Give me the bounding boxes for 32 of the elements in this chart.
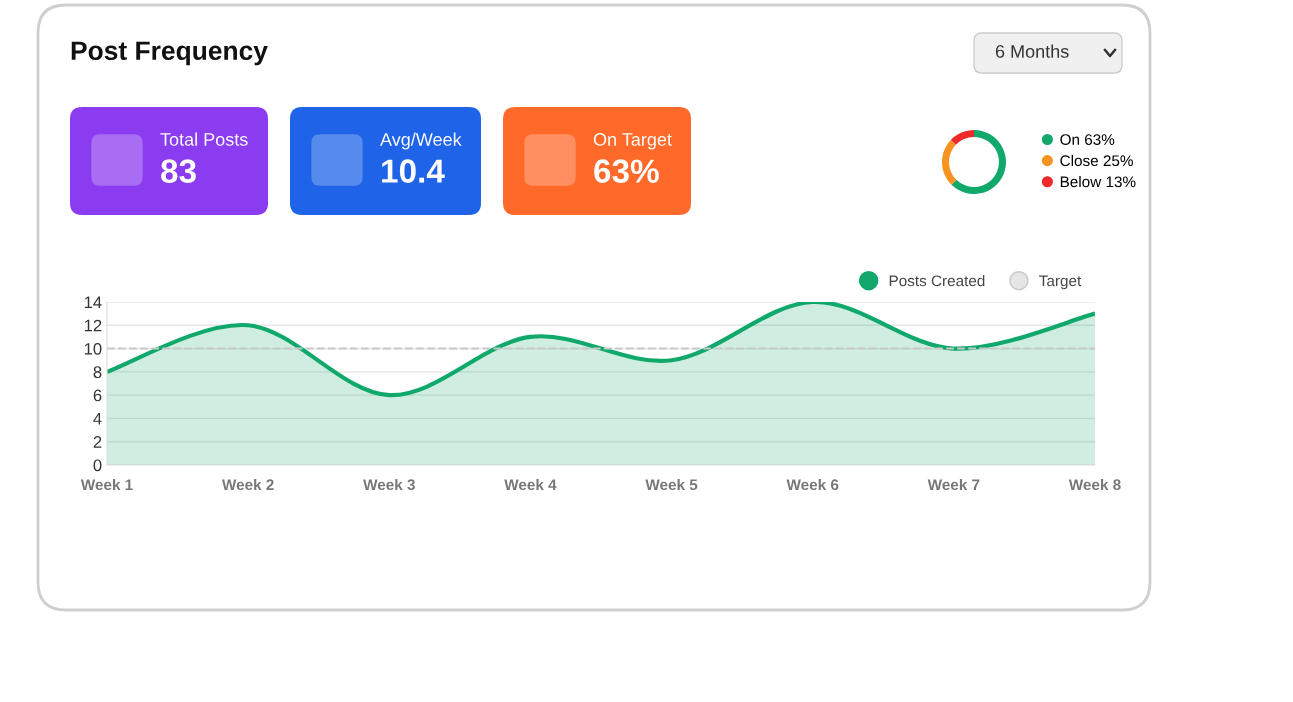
y-tick-label: 4 xyxy=(93,413,102,425)
x-tick-label: Week 8 xyxy=(1068,478,1121,491)
x-tick-label: Week 5 xyxy=(645,478,698,491)
text: Post Frequency xyxy=(71,41,268,66)
text: 63% xyxy=(594,159,659,183)
text: 6 Months xyxy=(995,44,1069,58)
legend-label: Posts Created xyxy=(889,275,985,287)
text: On Target xyxy=(593,133,672,150)
y-tick-label: 14 xyxy=(84,296,102,309)
x-tick-label: Week 3 xyxy=(363,478,415,491)
y-tick-label: 8 xyxy=(93,366,102,379)
donut-slice xyxy=(950,130,974,145)
y-tick-label: 2 xyxy=(93,436,102,448)
x-tick-label: Week 2 xyxy=(221,478,274,491)
legend-label: Below 13% xyxy=(1060,176,1136,188)
text: Avg/Week xyxy=(380,132,462,150)
x-tick-label: Week 7 xyxy=(927,478,980,491)
y-tick-label: 12 xyxy=(84,319,102,332)
y-tick-label: 0 xyxy=(93,459,102,472)
y-tick-label: 10 xyxy=(84,342,102,355)
x-tick-label: Week 4 xyxy=(504,478,557,491)
y-tick-label: 6 xyxy=(93,389,102,402)
legend-label: On 63% xyxy=(1060,134,1115,145)
text: Total Posts xyxy=(160,132,248,146)
text: 10.4 xyxy=(382,159,445,183)
legend-label: Close 25% xyxy=(1060,154,1133,167)
text: 83 xyxy=(161,159,196,183)
donut-slice xyxy=(951,130,1006,194)
x-tick-label: Week 6 xyxy=(786,478,839,491)
x-tick-label: Week 1 xyxy=(80,478,133,491)
donut-slice xyxy=(942,139,957,185)
legend-label: Target xyxy=(1039,275,1082,290)
